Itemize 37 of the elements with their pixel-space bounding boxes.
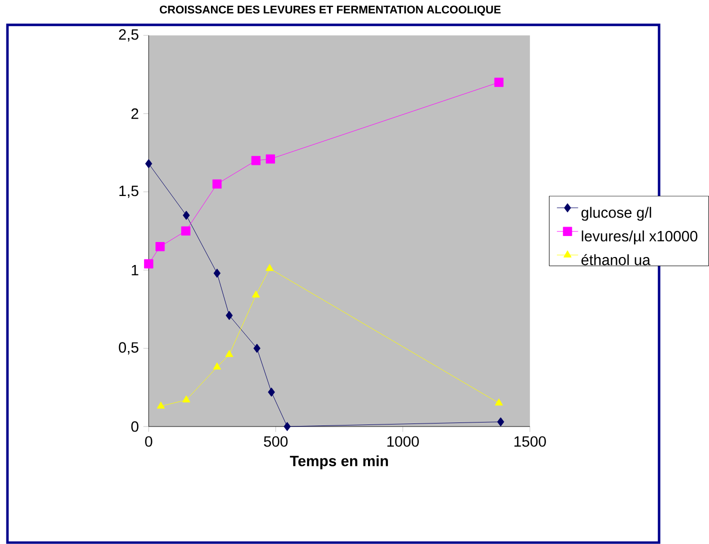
point bbox=[226, 310, 233, 320]
point bbox=[182, 395, 190, 402]
x-tick-label: 500 bbox=[264, 436, 288, 447]
point bbox=[266, 264, 274, 271]
x-tick-label: 1500 bbox=[514, 436, 546, 447]
point bbox=[268, 388, 275, 397]
point bbox=[253, 344, 260, 353]
point bbox=[225, 350, 234, 358]
x-tick-label: 1000 bbox=[387, 436, 419, 447]
point bbox=[156, 242, 165, 252]
point bbox=[182, 210, 190, 220]
y-tick-label: 0 bbox=[131, 421, 138, 432]
legend-label: éthanol ua bbox=[581, 254, 650, 266]
point bbox=[214, 268, 221, 278]
point bbox=[145, 159, 152, 168]
y-tick-label: 2,5 bbox=[119, 29, 138, 42]
point bbox=[266, 154, 276, 164]
point bbox=[181, 226, 190, 236]
point bbox=[494, 398, 503, 406]
point bbox=[251, 156, 261, 166]
point bbox=[252, 290, 260, 298]
legend-label: glucose g/l bbox=[581, 206, 652, 221]
point bbox=[212, 179, 222, 189]
y-tick-label: 0,5 bbox=[118, 342, 138, 355]
point bbox=[497, 417, 504, 426]
point bbox=[494, 78, 504, 87]
point bbox=[284, 422, 291, 432]
y-tick-label: 1 bbox=[132, 265, 138, 276]
point bbox=[156, 402, 165, 409]
x-axis-title: Temps en min bbox=[290, 455, 388, 470]
point bbox=[144, 259, 154, 268]
legend-label: levures/µl x10000 bbox=[582, 230, 698, 244]
y-tick-label: 2 bbox=[131, 108, 138, 119]
y-tick-label: 1,5 bbox=[119, 186, 138, 198]
x-tick-label: 0 bbox=[145, 436, 152, 447]
point bbox=[213, 362, 222, 370]
chart-title: CROISSANCE DES LEVURES ET FERMENTATION ALCOOLIQUE bbox=[160, 6, 501, 16]
